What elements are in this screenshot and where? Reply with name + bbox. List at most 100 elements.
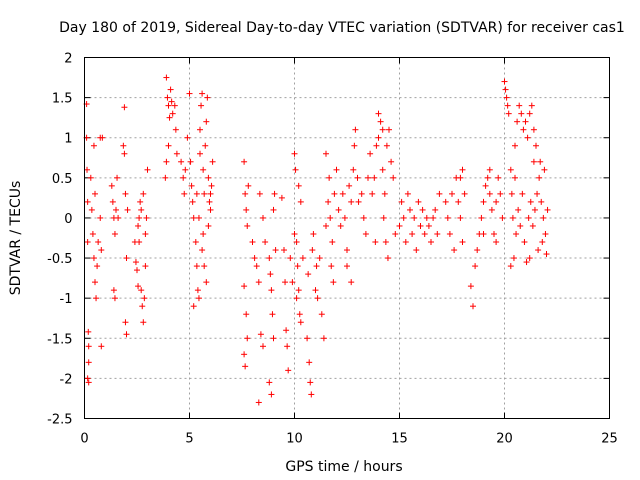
data-point: [344, 263, 350, 270]
data-point: [178, 158, 185, 165]
data-point: [415, 198, 422, 205]
data-point: [143, 214, 150, 221]
data-point: [515, 206, 522, 213]
data-point: [352, 126, 359, 133]
data-point: [411, 214, 418, 221]
data-point: [517, 222, 524, 229]
data-point: [243, 206, 250, 213]
data-point: [457, 214, 464, 221]
data-point: [255, 279, 262, 286]
y-tick-label: 1: [64, 132, 72, 147]
data-point: [256, 190, 263, 197]
data-point: [474, 247, 481, 254]
data-point: [534, 190, 541, 197]
data-point: [271, 190, 278, 197]
data-point: [486, 190, 493, 197]
data-point: [355, 198, 362, 205]
data-point: [314, 295, 321, 302]
data-point: [351, 142, 358, 149]
data-point: [141, 295, 148, 302]
data-point: [383, 142, 390, 149]
data-point: [285, 367, 292, 374]
data-point: [249, 239, 256, 246]
data-point: [299, 255, 306, 262]
data-point: [140, 319, 147, 326]
data-point: [136, 239, 143, 246]
data-point: [350, 166, 357, 173]
data-point: [390, 174, 397, 181]
data-point: [375, 110, 382, 117]
data-point: [194, 287, 201, 294]
data-point: [379, 126, 386, 133]
data-point: [251, 255, 258, 262]
data-point: [527, 198, 534, 205]
data-point: [381, 190, 388, 197]
data-point: [267, 271, 274, 278]
data-point: [451, 247, 458, 254]
data-point: [509, 214, 516, 221]
data-point: [304, 335, 311, 342]
data-point: [371, 174, 378, 181]
data-point: [520, 126, 527, 133]
data-point: [323, 150, 329, 157]
data-point: [542, 230, 549, 237]
data-point: [142, 230, 149, 237]
data-point: [507, 263, 514, 270]
data-point: [398, 198, 405, 205]
y-tick-label: 0: [64, 212, 72, 227]
data-point: [242, 190, 249, 197]
data-point: [333, 166, 340, 173]
y-tick-label: -2: [60, 372, 73, 387]
data-point: [514, 118, 521, 125]
data-point: [122, 319, 129, 326]
data-point: [272, 247, 279, 254]
data-point: [134, 267, 140, 274]
data-point: [244, 222, 251, 229]
data-point: [199, 90, 206, 97]
y-tick-label: 1.5: [52, 92, 73, 107]
data-point: [201, 190, 208, 197]
data-point: [522, 118, 529, 125]
data-point: [436, 190, 443, 197]
data-point: [278, 194, 285, 201]
data-point: [380, 214, 387, 221]
data-point: [407, 206, 413, 213]
data-point: [413, 247, 420, 254]
data-point: [328, 263, 335, 270]
data-point: [330, 279, 337, 286]
data-point: [95, 239, 102, 246]
data-point: [533, 142, 539, 149]
data-point: [313, 263, 320, 270]
data-point: [171, 102, 178, 109]
data-point: [181, 190, 188, 197]
data-point: [205, 222, 212, 229]
data-point: [379, 166, 386, 173]
data-point: [98, 343, 105, 350]
data-point: [269, 311, 276, 318]
data-point: [459, 239, 466, 246]
x-tick-label: 5: [185, 432, 193, 447]
data-point: [202, 142, 209, 149]
data-point: [348, 198, 355, 205]
data-point: [167, 86, 174, 93]
data-point: [493, 239, 500, 246]
data-point: [137, 198, 144, 205]
data-point: [90, 142, 97, 149]
data-point: [501, 78, 508, 85]
data-point: [503, 94, 510, 101]
data-point: [341, 214, 348, 221]
x-tick-label: 10: [286, 432, 303, 447]
data-point: [327, 214, 334, 221]
data-point: [320, 335, 327, 342]
data-point: [402, 239, 409, 246]
data-point: [528, 102, 535, 109]
data-point: [505, 110, 512, 117]
data-point: [260, 343, 266, 350]
data-point: [521, 239, 528, 246]
data-point: [470, 303, 476, 310]
data-point: [442, 198, 449, 205]
data-point: [166, 114, 173, 121]
data-point: [493, 198, 500, 205]
data-point: [344, 247, 350, 254]
data-point: [526, 255, 533, 262]
